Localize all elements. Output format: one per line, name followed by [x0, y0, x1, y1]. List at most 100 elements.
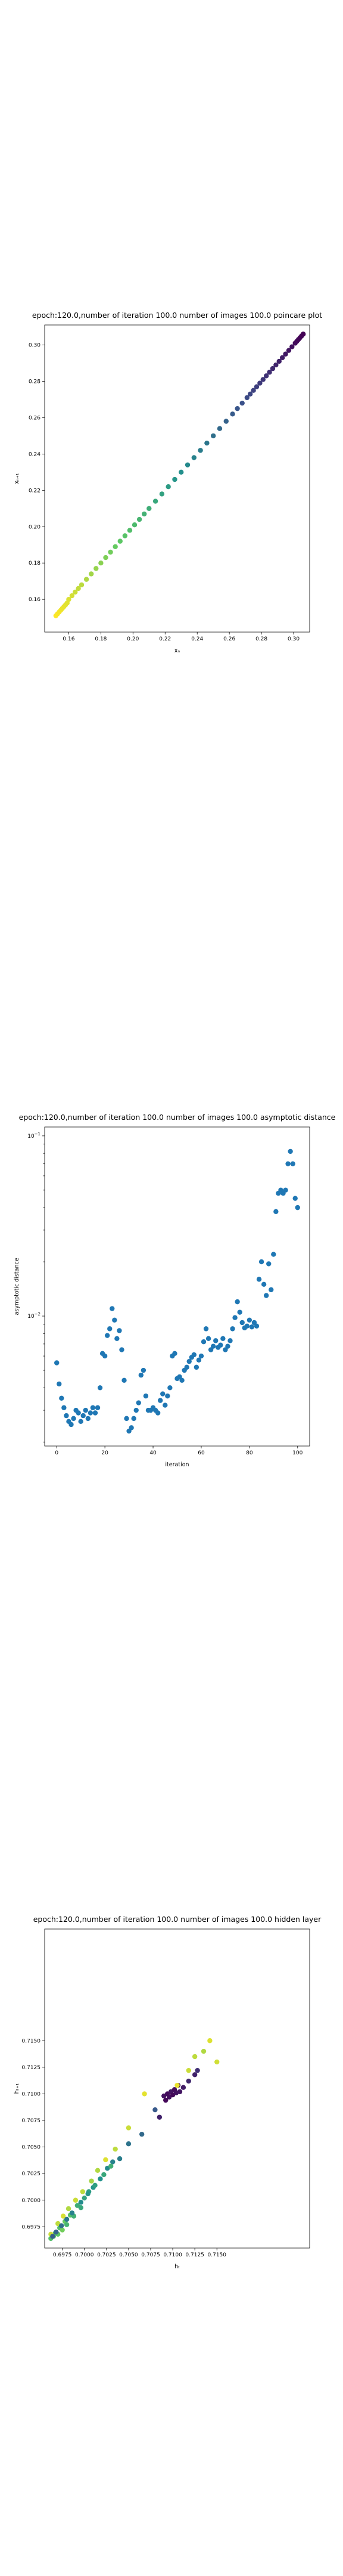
data-point: [192, 2072, 198, 2077]
x-tick-label: 0.30: [288, 636, 300, 642]
data-point: [104, 1333, 110, 1338]
data-point: [88, 1410, 93, 1416]
data-point: [79, 582, 85, 587]
data-point: [174, 2082, 180, 2088]
data-point: [172, 476, 177, 482]
data-point: [232, 1315, 238, 1320]
x-tick-label: 0.26: [223, 636, 235, 642]
data-point: [73, 589, 78, 595]
data-point: [230, 411, 235, 417]
data-point: [283, 351, 288, 357]
data-point: [129, 1425, 134, 1431]
plot-frame: [44, 1928, 310, 2249]
data-point: [66, 2206, 71, 2212]
y-tick-label: 0.6975: [22, 2224, 41, 2230]
data-point: [54, 1360, 60, 1366]
data-point: [225, 1343, 230, 1349]
plot-frame: [44, 324, 310, 633]
data-point: [61, 1405, 67, 1410]
y-tick-label: 0.26: [29, 415, 40, 421]
y-tick-label: 0.7075: [22, 2118, 41, 2124]
x-tick-label: 0.22: [159, 636, 171, 642]
data-point: [92, 1410, 98, 1416]
x-tick-label: 0.7000: [75, 2252, 94, 2258]
data-point: [89, 2178, 94, 2184]
data-point: [71, 1416, 76, 1422]
data-point: [273, 1209, 279, 1215]
data-point: [198, 448, 203, 453]
x-tick-label: 0.18: [95, 636, 107, 642]
data-point: [83, 1407, 88, 1413]
y-tick-label: 10−2: [27, 1312, 40, 1320]
data-point: [160, 1391, 166, 1397]
data-point: [68, 1422, 74, 1428]
data-point: [269, 1287, 274, 1293]
data-point: [163, 2097, 169, 2103]
data-point: [237, 1309, 242, 1315]
data-point: [263, 373, 269, 379]
data-point: [254, 384, 260, 389]
data-point: [64, 1413, 69, 1419]
data-point: [204, 440, 210, 446]
data-point: [165, 1393, 170, 1399]
data-point: [76, 1410, 81, 1416]
data-point: [286, 348, 292, 353]
data-point: [90, 1405, 96, 1410]
data-point: [196, 1357, 202, 1363]
data-point: [117, 538, 123, 544]
data-point: [69, 593, 75, 599]
data-point: [78, 1419, 83, 1425]
data-point: [254, 1323, 260, 1329]
data-point: [239, 1320, 245, 1326]
data-point: [83, 577, 89, 582]
data-point: [143, 1393, 149, 1399]
data-point: [267, 370, 272, 375]
data-point: [235, 405, 240, 411]
data-point: [191, 455, 197, 460]
data-point: [283, 1187, 288, 1193]
data-point: [301, 332, 306, 337]
data-point: [166, 484, 171, 490]
data-point: [201, 1339, 207, 1345]
data-point: [117, 1328, 122, 1333]
data-point: [152, 499, 158, 504]
hidden-layer-chart: epoch:120.0,number of iteration 100.0 nu…: [14, 1915, 322, 2270]
data-point: [217, 426, 223, 431]
data-point: [172, 1351, 177, 1356]
data-point: [132, 522, 138, 528]
data-point: [146, 506, 152, 511]
data-point: [119, 1347, 124, 1352]
x-tick-label: 0.7125: [185, 2252, 204, 2258]
data-point: [133, 1407, 139, 1413]
x-tick-label: 0.7150: [208, 2252, 227, 2258]
y-axis-label: xₙ₊₁: [14, 473, 20, 484]
data-point: [214, 2059, 220, 2065]
chart-title: epoch:120.0,number of iteration 100.0 nu…: [19, 1113, 336, 1122]
data-point: [114, 1336, 120, 1342]
x-tick-label: 0.6975: [53, 2252, 72, 2258]
data-point: [251, 388, 256, 393]
data-point: [108, 549, 113, 555]
data-point: [248, 391, 253, 397]
data-point: [136, 1400, 141, 1405]
data-point: [194, 1364, 199, 1370]
data-point: [270, 366, 276, 371]
y-tick-label: 0.28: [29, 379, 40, 385]
data-point: [85, 1416, 91, 1422]
y-tick-label: 0.7125: [22, 2065, 41, 2071]
y-tick-label: 0.7025: [22, 2171, 41, 2177]
data-point: [97, 1385, 103, 1391]
data-point: [186, 1358, 192, 1364]
data-point: [288, 1148, 293, 1154]
chart-title: epoch:120.0,number of iteration 100.0 nu…: [33, 1915, 322, 1924]
data-point: [157, 2114, 163, 2120]
data-point: [66, 596, 71, 602]
data-point: [69, 2210, 75, 2216]
data-point: [186, 2078, 191, 2084]
data-point: [60, 2213, 66, 2219]
data-point: [85, 2191, 91, 2197]
chart-title: epoch:120.0,number of iteration 100.0 nu…: [32, 311, 322, 320]
data-point: [279, 355, 285, 361]
data-point: [110, 1306, 115, 1311]
data-point: [117, 2156, 123, 2162]
